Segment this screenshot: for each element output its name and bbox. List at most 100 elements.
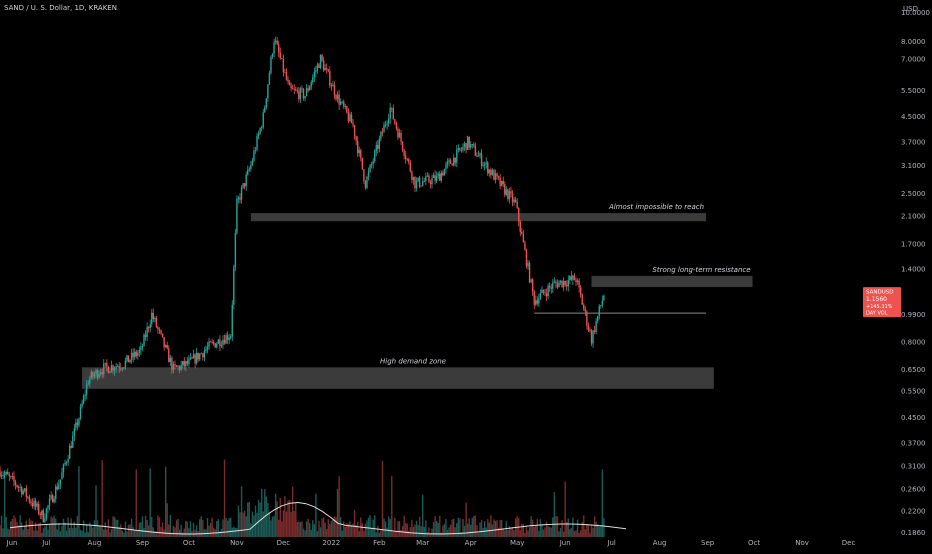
candle[interactable] — [403, 150, 405, 156]
candle[interactable] — [493, 170, 495, 180]
candle[interactable] — [127, 355, 130, 363]
candle[interactable] — [233, 267, 235, 305]
candle[interactable] — [276, 40, 278, 45]
candle[interactable] — [14, 481, 17, 486]
candle[interactable] — [53, 498, 55, 503]
candle[interactable] — [411, 171, 413, 180]
candle[interactable] — [573, 275, 576, 281]
candle[interactable] — [211, 342, 213, 343]
candle[interactable] — [316, 64, 319, 71]
candle[interactable] — [82, 395, 85, 404]
candle[interactable] — [27, 496, 29, 498]
candle[interactable] — [446, 161, 449, 165]
candle[interactable] — [81, 403, 83, 407]
candle[interactable] — [442, 172, 444, 176]
candle[interactable] — [253, 150, 255, 161]
candle[interactable] — [369, 165, 371, 172]
candle[interactable] — [590, 330, 593, 344]
candle[interactable] — [598, 306, 600, 316]
candle[interactable] — [143, 334, 145, 347]
candle[interactable] — [270, 56, 272, 74]
candle[interactable] — [505, 189, 508, 195]
candle[interactable] — [298, 91, 300, 100]
candle[interactable] — [90, 372, 93, 379]
candle[interactable] — [596, 315, 599, 322]
candle[interactable] — [358, 150, 360, 154]
candle[interactable] — [92, 372, 94, 377]
candle[interactable] — [305, 88, 308, 97]
candle[interactable] — [87, 383, 89, 385]
candle[interactable] — [531, 279, 534, 291]
candle[interactable] — [315, 70, 317, 73]
candle[interactable] — [301, 88, 303, 90]
candle[interactable] — [499, 177, 501, 186]
candle[interactable] — [319, 55, 322, 68]
candle[interactable] — [234, 233, 237, 268]
candle[interactable] — [451, 163, 453, 166]
candle[interactable] — [140, 346, 142, 350]
candle[interactable] — [456, 149, 458, 163]
candle[interactable] — [113, 368, 116, 371]
candle[interactable] — [17, 486, 20, 488]
candle[interactable] — [487, 162, 489, 174]
candle[interactable] — [570, 276, 573, 280]
candle[interactable] — [335, 95, 337, 100]
candle[interactable] — [8, 474, 10, 477]
candle[interactable] — [584, 308, 587, 312]
candle[interactable] — [332, 84, 334, 87]
candle[interactable] — [561, 280, 563, 287]
candle[interactable] — [448, 160, 450, 162]
candle[interactable] — [522, 234, 525, 243]
candle[interactable] — [260, 127, 263, 129]
candle[interactable] — [257, 133, 260, 136]
candle[interactable] — [79, 406, 82, 419]
candle[interactable] — [75, 422, 77, 429]
candle[interactable] — [394, 119, 396, 124]
candle[interactable] — [479, 153, 481, 156]
candle[interactable] — [273, 41, 275, 55]
candle[interactable] — [116, 366, 119, 368]
candle[interactable] — [423, 181, 425, 182]
candle[interactable] — [572, 275, 574, 280]
candle[interactable] — [485, 162, 487, 164]
candle[interactable] — [333, 84, 336, 96]
candle[interactable] — [391, 107, 393, 109]
candle[interactable] — [51, 495, 54, 503]
candle[interactable] — [202, 353, 204, 358]
candle[interactable] — [383, 124, 385, 133]
candle[interactable] — [65, 461, 68, 464]
candle[interactable] — [389, 107, 391, 119]
candle[interactable] — [545, 293, 548, 297]
candle[interactable] — [552, 282, 554, 289]
candle[interactable] — [172, 364, 175, 370]
candle[interactable] — [516, 201, 518, 208]
candle[interactable] — [183, 361, 185, 367]
candle[interactable] — [194, 354, 196, 364]
candle[interactable] — [268, 73, 271, 85]
candle[interactable] — [138, 349, 141, 354]
candle[interactable] — [380, 131, 382, 139]
candle[interactable] — [547, 285, 549, 297]
candle[interactable] — [0, 470, 1, 477]
candle[interactable] — [466, 136, 469, 150]
candle[interactable] — [208, 341, 210, 347]
candle[interactable] — [101, 372, 103, 375]
candle[interactable] — [437, 173, 439, 176]
zone-3[interactable] — [82, 367, 714, 389]
candle[interactable] — [146, 327, 148, 337]
candle[interactable] — [349, 114, 351, 122]
candle[interactable] — [121, 368, 124, 370]
candle[interactable] — [20, 486, 23, 495]
candle[interactable] — [118, 366, 120, 368]
candle[interactable] — [278, 44, 280, 53]
candle[interactable] — [353, 125, 356, 137]
candle[interactable] — [242, 183, 244, 188]
candle[interactable] — [558, 282, 560, 288]
candle[interactable] — [137, 353, 139, 356]
candle[interactable] — [61, 472, 63, 480]
zone-0[interactable] — [250, 213, 707, 222]
candle[interactable] — [425, 176, 427, 182]
candle[interactable] — [180, 364, 182, 370]
candle[interactable] — [398, 132, 401, 138]
